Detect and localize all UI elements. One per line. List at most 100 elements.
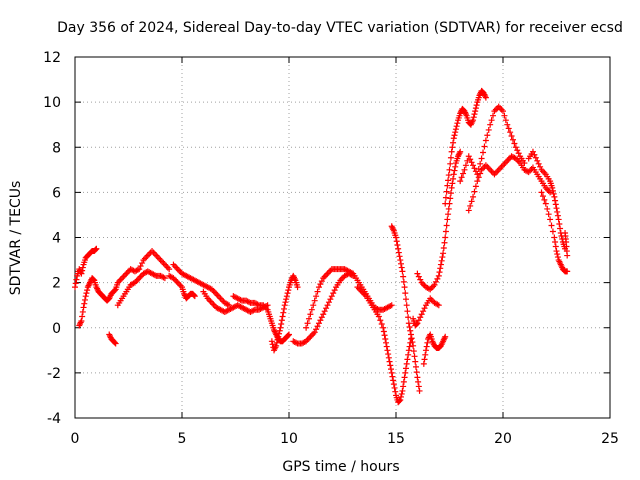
data-point: [409, 339, 416, 346]
data-point: [468, 198, 475, 205]
data-point: [311, 297, 318, 304]
data-point: [397, 260, 404, 267]
data-point: [549, 184, 556, 191]
y-tick-label: 6: [52, 185, 61, 201]
data-point: [467, 202, 474, 209]
data-point: [415, 317, 422, 324]
data-point: [388, 302, 395, 309]
data-point: [467, 156, 474, 163]
data-point: [399, 387, 406, 394]
data-point: [79, 267, 86, 274]
data-point: [544, 205, 551, 212]
data-point: [437, 265, 444, 272]
x-tick-label: 15: [387, 431, 405, 447]
data-point: [400, 273, 407, 280]
data-point: [404, 356, 411, 363]
data-point: [450, 135, 457, 142]
data-point: [414, 374, 421, 381]
data-point: [453, 123, 460, 130]
data-point: [410, 342, 417, 349]
data-point: [383, 339, 390, 346]
data-point: [511, 140, 518, 147]
data-point: [78, 317, 85, 324]
y-tick-labels: -4 -2 0 2 4 6 8 10 12: [43, 50, 61, 427]
data-point: [414, 320, 421, 327]
data-point: [446, 166, 453, 173]
data-point: [423, 343, 430, 350]
data-point: [450, 139, 457, 146]
data-point: [552, 197, 559, 204]
data-point: [385, 351, 392, 358]
data-point: [404, 308, 411, 315]
data-point: [424, 339, 431, 346]
data-point: [535, 160, 542, 167]
data-point: [473, 102, 480, 109]
data-point: [278, 317, 285, 324]
x-tick-label: 5: [178, 431, 187, 447]
data-point: [450, 171, 457, 178]
y-tick-label: 0: [52, 321, 61, 337]
data-point: [408, 335, 415, 342]
data-point: [435, 272, 442, 279]
data-point: [552, 201, 559, 208]
data-point: [405, 320, 412, 327]
data-point: [382, 336, 389, 343]
data-point: [402, 290, 409, 297]
data-point: [541, 196, 548, 203]
data-point: [564, 268, 571, 275]
data-point: [280, 309, 287, 316]
data-point: [387, 362, 394, 369]
data-point: [321, 308, 328, 315]
data-point: [470, 162, 477, 169]
y-tick-label: 12: [43, 50, 61, 66]
data-point: [470, 193, 477, 200]
data-point: [397, 257, 404, 264]
data-point: [303, 324, 310, 331]
data-point: [81, 300, 88, 307]
data-point: [111, 339, 118, 346]
data-point: [468, 159, 475, 166]
data-point: [318, 314, 325, 321]
data-point: [400, 278, 407, 285]
data-point: [72, 284, 78, 291]
data-point: [325, 299, 332, 306]
data-point: [405, 351, 412, 358]
data-point: [452, 129, 459, 136]
data-point: [282, 299, 289, 306]
data-point: [401, 284, 408, 291]
data-point: [445, 177, 452, 184]
data-point: [462, 162, 469, 169]
data-point: [478, 155, 485, 162]
data-point: [420, 360, 427, 367]
data-point: [72, 280, 79, 287]
data-point: [512, 144, 519, 151]
data-point: [451, 132, 458, 139]
data-point: [284, 290, 291, 297]
data-point: [82, 293, 89, 300]
data-point: [507, 129, 514, 136]
data-point: [398, 390, 405, 397]
data-point: [472, 105, 479, 112]
data-point: [381, 332, 388, 339]
data-point: [457, 148, 464, 155]
data-point: [465, 207, 472, 214]
data-point: [318, 278, 325, 285]
data-point: [454, 120, 461, 127]
data-point: [79, 313, 86, 320]
data-point: [112, 340, 119, 347]
data-point: [281, 302, 288, 309]
data-point: [458, 174, 465, 181]
data-point: [328, 293, 335, 300]
data-point: [449, 144, 456, 151]
data-point: [308, 306, 315, 313]
data-point: [388, 369, 395, 376]
data-point: [415, 378, 422, 385]
data-point: [475, 174, 482, 181]
data-point: [294, 284, 301, 291]
grid-lines: [75, 57, 610, 418]
data-point: [551, 193, 558, 200]
data-point: [436, 269, 443, 276]
data-point: [442, 234, 449, 241]
data-point: [274, 336, 281, 343]
